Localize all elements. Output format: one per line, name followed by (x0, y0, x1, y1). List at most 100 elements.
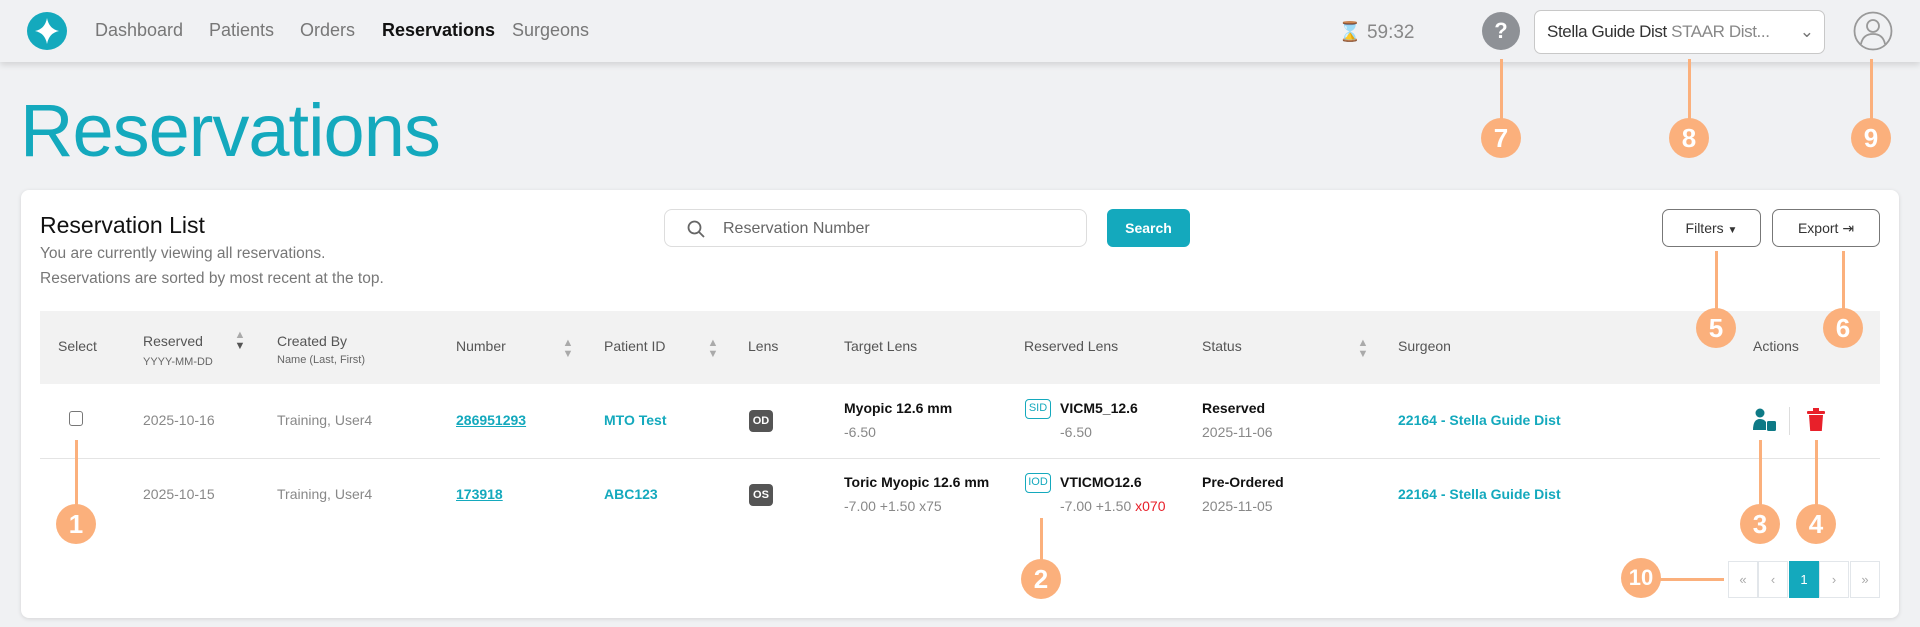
target-power: -6.50 (844, 424, 876, 440)
chevron-down-icon: ⌄ (1799, 22, 1814, 41)
header-target-lens: Target Lens (844, 338, 918, 354)
lens-eye-badge: OD (749, 410, 773, 432)
status-date: 2025-11-06 (1202, 424, 1273, 440)
header-created-by-format: Name (Last, First) (277, 354, 366, 366)
pagination-first[interactable]: « (1728, 561, 1758, 598)
annotation-marker-4: 4 (1796, 504, 1836, 544)
sort-patient-id-icon[interactable]: ▲ ▼ (707, 337, 719, 360)
reserved-lens-type-badge: SID (1025, 399, 1051, 419)
sort-reserved-icon[interactable]: ▲ ▼ (234, 329, 246, 352)
annotation-arrow (1870, 59, 1873, 121)
annotation-arrow (1040, 518, 1043, 560)
header-patient-id[interactable]: Patient ID (604, 338, 666, 354)
reserved-lens: VTICMO12.6 (1060, 474, 1142, 490)
search-icon (687, 220, 705, 238)
annotation-marker-2: 2 (1021, 559, 1061, 599)
reserved-date: 2025-10-15 (143, 486, 215, 502)
annotation-arrow (75, 440, 78, 506)
account-dropdown[interactable]: Stella Guide Dist STAAR Dist... ⌄ (1534, 10, 1825, 54)
nav-orders[interactable]: Orders (300, 20, 356, 40)
created-by: Training, User4 (277, 486, 373, 502)
sort-number-icon[interactable]: ▲ ▼ (562, 337, 574, 360)
reservation-number-link[interactable]: 173918 (456, 486, 503, 502)
annotation-marker-8: 8 (1669, 118, 1709, 158)
caret-down-icon: ▼ (1727, 225, 1738, 236)
action-divider (1789, 407, 1790, 435)
export-icon: ⇥ (1842, 220, 1855, 236)
search-button[interactable]: Search (1107, 209, 1190, 247)
annotation-arrow (1842, 251, 1845, 309)
session-timer: ⌛ 59:32 (1338, 22, 1415, 43)
header-actions: Actions (1753, 338, 1799, 354)
assign-patient-icon[interactable] (1751, 408, 1777, 439)
reserved-axis-mismatch: x070 (1135, 498, 1166, 514)
header-number[interactable]: Number (456, 338, 506, 354)
hourglass-icon: ⌛ (1338, 22, 1362, 43)
reservation-number-link[interactable]: 286951293 (456, 412, 527, 428)
nav-dashboard[interactable]: Dashboard (95, 20, 184, 40)
nav-surgeons[interactable]: Surgeons (512, 20, 590, 40)
patient-id-link[interactable]: ABC123 (604, 486, 658, 502)
pagination-prev[interactable]: ‹ (1758, 561, 1788, 598)
created-by: Training, User4 (277, 412, 373, 428)
header-created-by: Created By (277, 333, 348, 349)
header-lens: Lens (748, 338, 779, 354)
annotation-marker-6: 6 (1823, 308, 1863, 348)
page-title: Reservations (20, 89, 441, 172)
help-button[interactable]: ? (1482, 12, 1520, 50)
table-header (40, 311, 1880, 384)
reserved-power: -7.00 +1.50 (1060, 498, 1132, 514)
reserved-date: 2025-10-16 (143, 412, 215, 428)
filters-button[interactable]: Filters ▼ (1662, 209, 1761, 247)
header-surgeon: Surgeon (1398, 338, 1451, 354)
pagination-last[interactable]: » (1850, 561, 1880, 598)
card-subtitle-sort: Reservations are sorted by most recent a… (40, 270, 384, 287)
status-date: 2025-11-05 (1202, 498, 1273, 514)
annotation-marker-1: 1 (56, 504, 96, 544)
annotation-marker-5: 5 (1696, 308, 1736, 348)
annotation-arrow (1815, 440, 1818, 506)
annotation-marker-3: 3 (1740, 504, 1780, 544)
annotation-arrow (1688, 59, 1691, 121)
annotation-marker-9: 9 (1851, 118, 1891, 158)
reserved-power-line: -7.00 +1.50 x070 (1060, 498, 1165, 514)
reserved-lens: VICM5_12.6 (1060, 400, 1138, 416)
pagination-next[interactable]: › (1819, 561, 1849, 598)
user-profile-icon[interactable] (1853, 11, 1893, 51)
target-power: -7.00 +1.50 x75 (844, 498, 942, 514)
sort-status-icon[interactable]: ▲ ▼ (1357, 337, 1369, 360)
nav-patients[interactable]: Patients (209, 20, 275, 40)
annotation-arrow (1660, 578, 1724, 581)
row-select-checkbox[interactable] (69, 411, 83, 426)
header-select: Select (58, 338, 97, 354)
annotation-marker-10: 10 (1621, 558, 1661, 598)
reservation-list-card (21, 190, 1899, 618)
annotation-arrow (1759, 440, 1762, 506)
target-lens: Toric Myopic 12.6 mm (844, 474, 990, 490)
reservation-search-input[interactable]: Reservation Number (664, 209, 1087, 247)
status: Pre-Ordered (1202, 474, 1284, 490)
annotation-arrow (1715, 251, 1718, 309)
surgeon-link[interactable]: 22164 - Stella Guide Dist (1398, 486, 1561, 502)
status: Reserved (1202, 400, 1266, 416)
reserved-power: -6.50 (1060, 424, 1092, 440)
header-status[interactable]: Status (1202, 338, 1242, 354)
card-title: Reservation List (40, 212, 205, 238)
row-divider (40, 458, 1880, 459)
card-subtitle: You are currently viewing all reservatio… (40, 245, 326, 262)
nav-reservations[interactable]: Reservations (382, 20, 496, 40)
lens-eye-badge: OS (749, 484, 773, 506)
header-reserved-format: YYYY-MM-DD (143, 356, 213, 368)
annotation-arrow (1500, 59, 1503, 121)
surgeon-link[interactable]: 22164 - Stella Guide Dist (1398, 412, 1561, 428)
delete-trash-icon[interactable] (1806, 408, 1826, 437)
header-reserved-lens: Reserved Lens (1024, 338, 1119, 354)
pagination-page-1[interactable]: 1 (1789, 561, 1819, 598)
reserved-lens-type-badge: IOD (1025, 473, 1051, 493)
app-logo[interactable] (27, 12, 67, 50)
account-label: Stella Guide Dist STAAR Dist... (1547, 22, 1770, 41)
export-button[interactable]: Export ⇥ (1772, 209, 1880, 247)
annotation-marker-7: 7 (1481, 118, 1521, 158)
patient-id-link[interactable]: MTO Test (604, 412, 667, 428)
header-reserved[interactable]: Reserved (143, 333, 203, 349)
